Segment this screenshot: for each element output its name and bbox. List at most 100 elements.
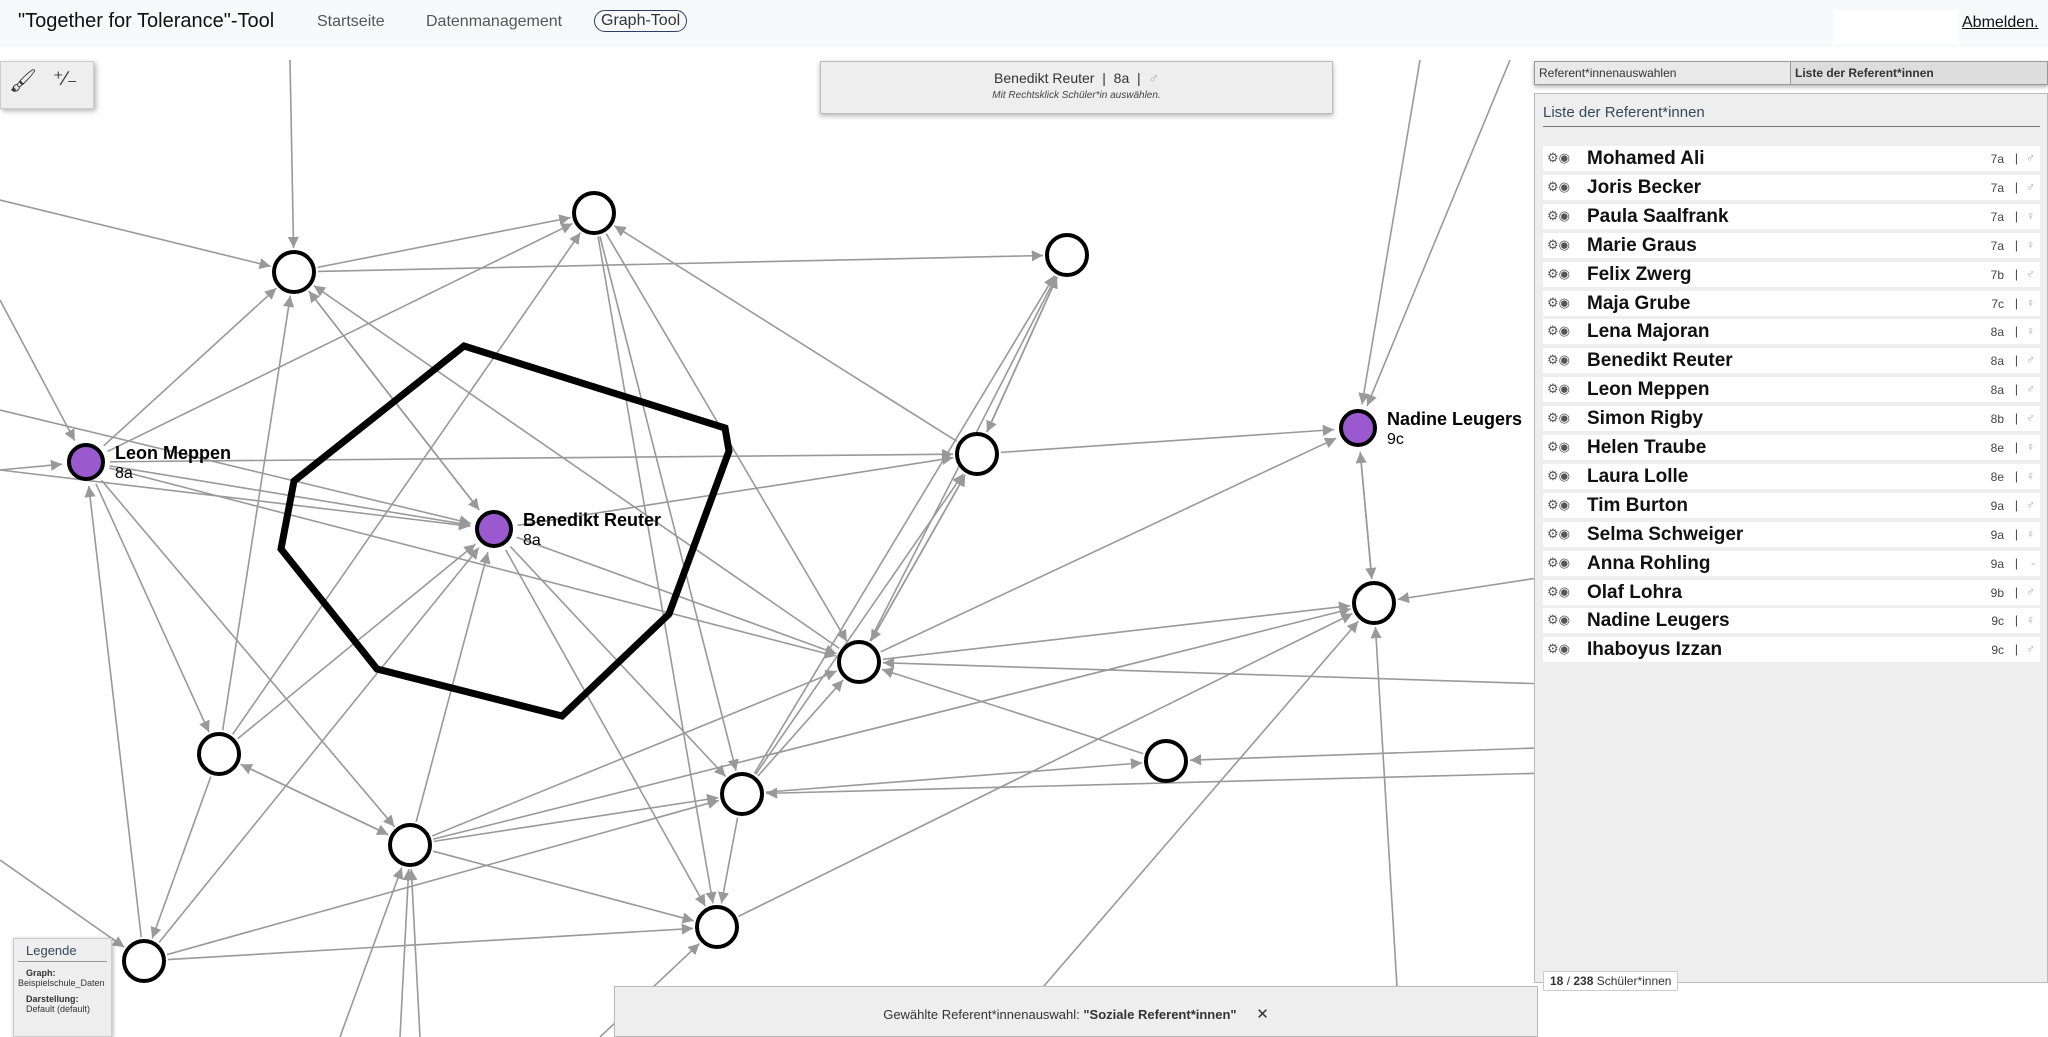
student-node[interactable] xyxy=(122,939,166,983)
graph-edge xyxy=(433,606,1351,840)
gender-icon: - xyxy=(2031,555,2035,570)
student-node[interactable] xyxy=(1352,581,1396,625)
separator: | xyxy=(2014,497,2018,512)
graph-edge xyxy=(0,409,471,527)
graph-edge xyxy=(0,859,125,948)
nav-graph-tool[interactable]: Graph-Tool xyxy=(594,10,688,32)
referent-name: Selma Schweiger xyxy=(1587,523,1744,545)
list-item[interactable]: ⚙◉ Tim Burton 9a | ♂ xyxy=(1543,492,2040,518)
referent-name: Ihaboyus Izzan xyxy=(1587,639,1723,661)
separator: | xyxy=(2014,555,2018,570)
separator: | xyxy=(2014,440,2018,454)
gender-icon: ♂ xyxy=(2026,151,2035,165)
list-item[interactable]: ⚙◉ Nadine Leugers 9c | ♀ xyxy=(1543,608,2040,634)
graph-edge xyxy=(1000,424,1335,454)
gear-icon[interactable]: ⚙◉ xyxy=(1547,150,1570,165)
student-node[interactable] xyxy=(197,732,241,776)
gear-icon[interactable]: ⚙◉ xyxy=(1547,265,1570,281)
referent-name: Nadine Leugers xyxy=(1587,610,1730,632)
separator: | xyxy=(2014,237,2018,252)
nav-datenmanagement[interactable]: Datenmanagement xyxy=(426,13,563,30)
graph-edge xyxy=(0,469,471,531)
selection-name: "Soziale Referent*innen" xyxy=(1083,1007,1237,1022)
list-item[interactable]: ⚙◉ Maja Grube 7c | ♀ xyxy=(1543,290,2040,316)
node-label: Benedikt Reuter xyxy=(523,510,661,530)
close-icon[interactable]: ✕ xyxy=(1256,1006,1269,1023)
referent-name: Joris Becker xyxy=(1587,176,1702,198)
gear-icon[interactable]: ⚙◉ xyxy=(1547,554,1570,570)
gear-icon[interactable]: ⚙◉ xyxy=(1547,439,1570,454)
graph-edge xyxy=(599,236,739,771)
graph-edge xyxy=(882,601,1351,661)
gear-icon[interactable]: ⚙◉ xyxy=(1547,294,1570,310)
gender-icon: ♀ xyxy=(2026,295,2035,310)
nav-startseite[interactable]: Startseite xyxy=(317,13,385,30)
gear-icon[interactable]: ⚙◉ xyxy=(1547,583,1570,599)
tab-referent-selections[interactable]: Referent*innenauswahlen xyxy=(1535,62,1791,84)
list-item[interactable]: ⚙◉ Felix Zwerg 7b | ♂ xyxy=(1543,261,2040,287)
tab-referent-list[interactable]: Liste der Referent*innen xyxy=(1791,62,2047,84)
referent-name: Helen Traube xyxy=(1587,437,1707,458)
student-node[interactable] xyxy=(388,823,432,867)
list-item[interactable]: ⚙◉ Selma Schweiger 9a | ♀ xyxy=(1543,521,2040,547)
list-item[interactable]: ⚙◉ Lena Majoran 8a | ♀ xyxy=(1543,319,2040,345)
list-item[interactable]: ⚙◉ Laura Lolle 8e | ♀ xyxy=(1543,463,2040,489)
node-label: Nadine Leugers xyxy=(1387,409,1522,429)
gear-icon[interactable]: ⚙◉ xyxy=(1547,525,1570,541)
student-node[interactable] xyxy=(955,432,999,476)
graph-canvas[interactable]: Leon Meppen 8a Benedikt Reuter 8a Nadine Leu… xyxy=(0,47,2048,1037)
separator: | xyxy=(2014,613,2018,628)
list-item[interactable]: ⚙◉ Mohamed Ali 7a | ♂ xyxy=(1543,146,2040,171)
gear-icon[interactable]: ⚙◉ xyxy=(1547,236,1570,252)
gear-icon[interactable]: ⚙◉ xyxy=(1547,612,1570,628)
list-item[interactable]: ⚙◉ Paula Saalfrank 7a | ♀ xyxy=(1543,203,2040,229)
list-item[interactable]: ⚙◉ Olaf Lohra 9b | ♂ xyxy=(1543,579,2040,605)
gear-icon[interactable]: ⚙◉ xyxy=(1547,381,1570,397)
student-node[interactable] xyxy=(695,905,739,949)
referent-class: 7b xyxy=(1990,267,2004,282)
list-item[interactable]: ⚙◉ Marie Graus 7a | ♀ xyxy=(1543,232,2040,258)
student-node[interactable] xyxy=(1045,233,1089,277)
referent-name: Maja Grube xyxy=(1587,292,1691,314)
graph-toolbar: 🖌 ⁺∕₋ xyxy=(0,61,94,109)
gear-icon[interactable]: ⚙◉ xyxy=(1547,207,1570,223)
list-item[interactable]: ⚙◉ Benedikt Reuter 8a | ♂ xyxy=(1543,348,2040,374)
student-node[interactable] xyxy=(720,772,764,816)
student-node[interactable] xyxy=(572,191,616,235)
graph-edge xyxy=(0,459,63,471)
list-item[interactable]: ⚙◉ Anna Rohling 9a | - xyxy=(1543,550,2040,576)
referent-node[interactable] xyxy=(475,510,513,548)
graph-edge xyxy=(881,667,1144,755)
graph-edge xyxy=(103,287,277,447)
legend-view-value: Default (default) xyxy=(26,1004,91,1014)
list-item[interactable]: ⚙◉ Ihaboyus Izzan 9c | ♂ xyxy=(1543,637,2040,663)
gear-icon[interactable]: ⚙◉ xyxy=(1547,467,1570,483)
gear-icon[interactable]: ⚙◉ xyxy=(1547,496,1570,512)
gear-icon[interactable]: ⚙◉ xyxy=(1547,323,1570,339)
student-node[interactable] xyxy=(1144,739,1188,783)
student-node[interactable] xyxy=(837,640,881,684)
referent-panel: Referent*innenauswahlen Liste der Refere… xyxy=(1532,61,2048,991)
separator: | xyxy=(2014,295,2018,310)
gender-icon: ♀ xyxy=(2026,440,2035,454)
logout-link[interactable]: Abmelden. xyxy=(1962,14,2039,31)
graph-edge xyxy=(738,612,1353,918)
referent-node[interactable] xyxy=(1339,409,1377,447)
list-item[interactable]: ⚙◉ Simon Rigby 8b | ♂ xyxy=(1543,406,2040,432)
plus-minus-icon[interactable]: ⁺∕₋ xyxy=(53,68,78,90)
referent-node[interactable] xyxy=(67,443,105,481)
gear-icon[interactable]: ⚙◉ xyxy=(1547,178,1570,194)
gear-icon[interactable]: ⚙◉ xyxy=(1547,410,1570,426)
student-node[interactable] xyxy=(272,250,316,294)
graph-edge xyxy=(1366,59,1511,407)
gear-icon[interactable]: ⚙◉ xyxy=(1547,641,1570,657)
referent-name: Benedikt Reuter xyxy=(1587,350,1733,372)
paint-bucket-icon[interactable]: 🖌 xyxy=(9,68,37,93)
list-item[interactable]: ⚙◉ Helen Traube 8e | ♀ xyxy=(1543,435,2040,460)
list-item[interactable]: ⚙◉ Joris Becker 7a | ♂ xyxy=(1543,174,2040,200)
graph-edge xyxy=(597,236,717,904)
referent-class: 8e xyxy=(1990,469,2004,484)
list-item[interactable]: ⚙◉ Leon Meppen 8a | ♂ xyxy=(1543,377,2040,403)
graph-edge xyxy=(232,232,581,735)
gear-icon[interactable]: ⚙◉ xyxy=(1547,352,1570,368)
